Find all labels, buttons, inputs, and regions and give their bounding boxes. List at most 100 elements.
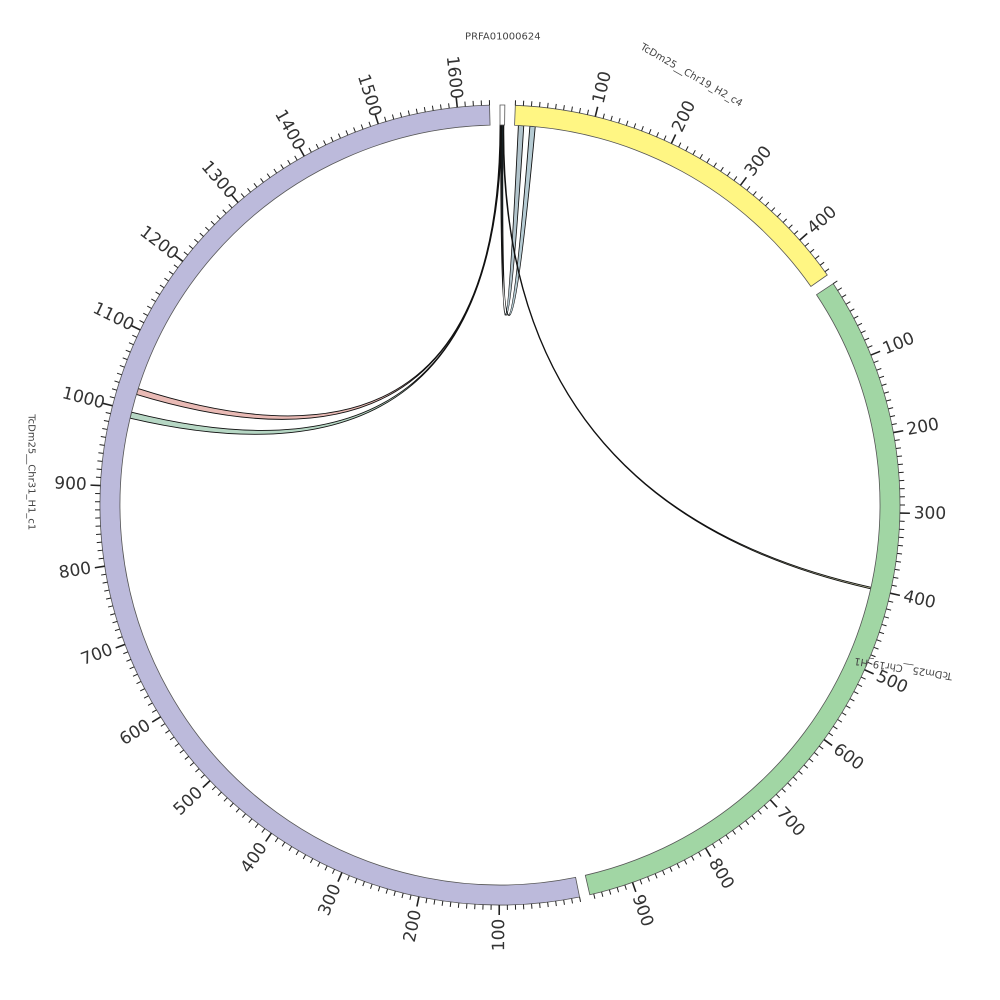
minor-tick <box>699 153 703 159</box>
minor-tick <box>883 616 890 619</box>
minor-tick <box>114 628 120 632</box>
tick-label: 300 <box>741 142 776 180</box>
minor-tick <box>832 280 838 285</box>
minor-tick <box>610 115 613 121</box>
minor-tick <box>857 322 863 327</box>
tick-label: 400 <box>901 586 937 613</box>
minor-tick <box>287 159 291 165</box>
minor-tick <box>200 774 205 779</box>
major-tick <box>151 716 162 723</box>
minor-tick <box>886 608 892 611</box>
segment-arc-group <box>99 104 901 906</box>
minor-tick <box>168 271 174 275</box>
minor-tick <box>571 898 574 904</box>
minor-tick <box>409 894 412 900</box>
minor-tick <box>139 320 145 324</box>
segment-name-label: PRFA01000624 <box>465 32 541 43</box>
minor-tick <box>377 886 381 892</box>
link-group <box>129 124 872 590</box>
minor-tick <box>122 357 128 361</box>
minor-tick <box>873 360 879 364</box>
minor-tick <box>867 345 873 349</box>
major-tick <box>594 106 599 117</box>
minor-tick <box>706 158 710 163</box>
minor-tick <box>104 589 110 592</box>
major-tick <box>102 402 113 407</box>
minor-tick <box>654 873 658 879</box>
major-tick <box>670 134 677 144</box>
minor-tick <box>102 581 108 584</box>
minor-tick <box>849 308 855 312</box>
minor-tick <box>385 888 389 894</box>
major-tick <box>94 565 105 569</box>
minor-tick <box>555 103 557 109</box>
minor-tick <box>792 776 798 781</box>
minor-tick <box>752 191 757 196</box>
tick-label: 1400 <box>270 106 309 154</box>
segment-label-group: PRFA01000624 TcDm25__Chr19_H2_c4 TcDm25__C… <box>26 32 954 682</box>
tick-label: 700 <box>78 640 115 670</box>
minor-tick <box>891 423 897 426</box>
minor-tick <box>103 419 109 423</box>
minor-tick <box>691 855 695 861</box>
minor-tick <box>370 883 373 889</box>
minor-tick <box>879 375 885 379</box>
minor-tick <box>247 188 252 193</box>
minor-tick <box>99 444 105 446</box>
segment-name-label: TcDm25__Chr31_H1_c1 <box>26 413 37 530</box>
minor-tick <box>399 112 403 118</box>
minor-tick <box>832 725 838 730</box>
minor-tick <box>849 698 855 702</box>
tick-label: 600 <box>829 740 867 775</box>
minor-tick <box>881 623 887 627</box>
major-tick <box>416 896 420 907</box>
minor-tick <box>315 143 319 149</box>
minor-tick <box>873 646 879 650</box>
minor-tick <box>97 549 103 552</box>
minor-tick <box>240 193 245 198</box>
minor-tick <box>897 463 903 466</box>
minor-tick <box>222 209 227 214</box>
tick-label: 400 <box>803 202 841 238</box>
minor-tick <box>818 745 824 750</box>
minor-tick <box>143 312 148 317</box>
minor-tick <box>809 248 815 253</box>
minor-tick <box>837 719 843 723</box>
minor-tick <box>169 736 175 741</box>
minor-tick <box>261 828 266 833</box>
minor-tick <box>147 702 153 706</box>
minor-tick <box>337 133 341 139</box>
minor-tick <box>132 673 138 677</box>
minor-tick <box>360 124 364 130</box>
minor-tick <box>578 107 581 114</box>
minor-tick <box>457 902 460 908</box>
segment-arc-1 <box>499 104 506 126</box>
minor-tick <box>563 899 565 905</box>
minor-tick <box>441 900 444 906</box>
minor-tick <box>718 839 723 844</box>
minor-tick <box>195 768 200 773</box>
tick-label: 600 <box>116 716 154 750</box>
tick-label: 300 <box>913 503 946 524</box>
major-tick <box>704 847 712 858</box>
minor-tick <box>624 884 627 890</box>
minor-tick <box>228 203 233 209</box>
minor-tick <box>109 396 115 399</box>
minor-tick <box>107 605 114 608</box>
minor-tick <box>746 186 751 191</box>
minor-tick <box>896 455 903 458</box>
tick-label: 200 <box>668 97 700 135</box>
minor-tick <box>870 654 876 658</box>
minor-tick <box>114 380 120 383</box>
minor-tick <box>125 349 131 353</box>
minor-tick <box>860 676 866 680</box>
segment-name-label: TcDm25__Chr19_H2_c4 <box>637 41 744 109</box>
tick-label: 200 <box>400 908 426 944</box>
major-tick <box>264 832 273 842</box>
minor-tick <box>894 568 900 571</box>
minor-tick <box>616 887 620 893</box>
minor-tick <box>803 764 809 769</box>
minor-tick <box>111 388 117 391</box>
minor-tick <box>676 863 680 869</box>
minor-tick <box>547 102 549 108</box>
